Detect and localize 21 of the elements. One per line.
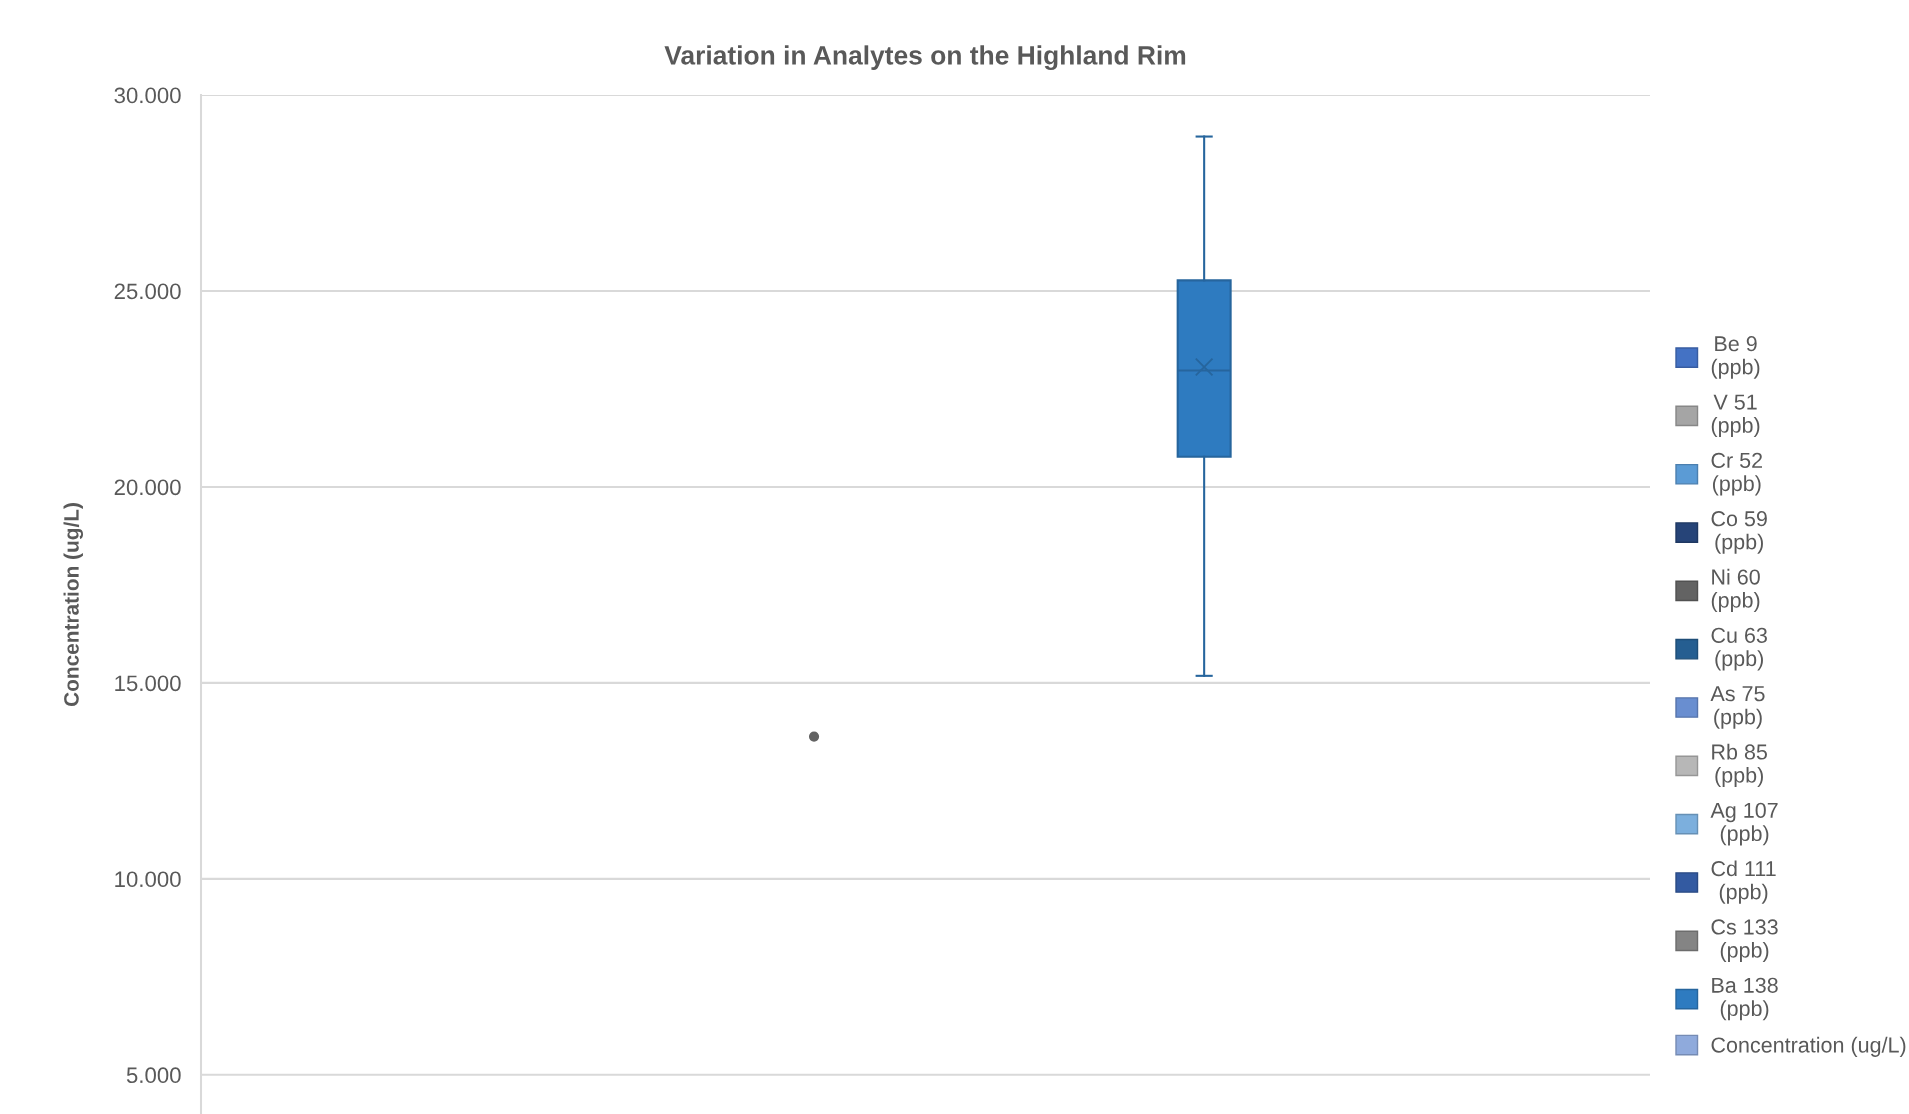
y-tick-label: 25.000 xyxy=(114,283,181,300)
y-tick-label: 30.000 xyxy=(114,87,181,104)
y-tick-label: 20.000 xyxy=(114,479,181,496)
legend-label: V 51 (ppb) xyxy=(1711,394,1760,438)
legend-label: Cs 133 (ppb) xyxy=(1711,919,1778,963)
legend-label: Cd 111 (ppb) xyxy=(1711,860,1776,904)
y-axis-title: Concentration (ug/L) xyxy=(63,503,84,707)
legend-label: Cu 63 (ppb) xyxy=(1711,627,1767,671)
legend-label: Concentration (ug/L) xyxy=(1711,1036,1906,1057)
y-tick-label: 10.000 xyxy=(115,871,181,888)
legend-label: As 75 (ppb) xyxy=(1710,686,1765,729)
legend-label: Be 9 (ppb) xyxy=(1711,336,1760,379)
legend-label: Rb 85 (ppb) xyxy=(1712,743,1767,788)
legend-label: Ni 60 (ppb) xyxy=(1711,568,1760,613)
y-tick-label: 15.000 xyxy=(115,675,181,692)
y-tick-label: 5.000 xyxy=(126,1067,181,1084)
legend-label: Co 59 (ppb) xyxy=(1711,511,1767,554)
legend-label: Ag 107 (ppb) xyxy=(1710,802,1778,846)
chart-title: Variation in Analytes on the Highland Rim xyxy=(664,45,1186,71)
legend-label: Cr 52 (ppb) xyxy=(1711,452,1762,496)
legend-label: Ba 138 (ppb) xyxy=(1712,977,1778,1021)
